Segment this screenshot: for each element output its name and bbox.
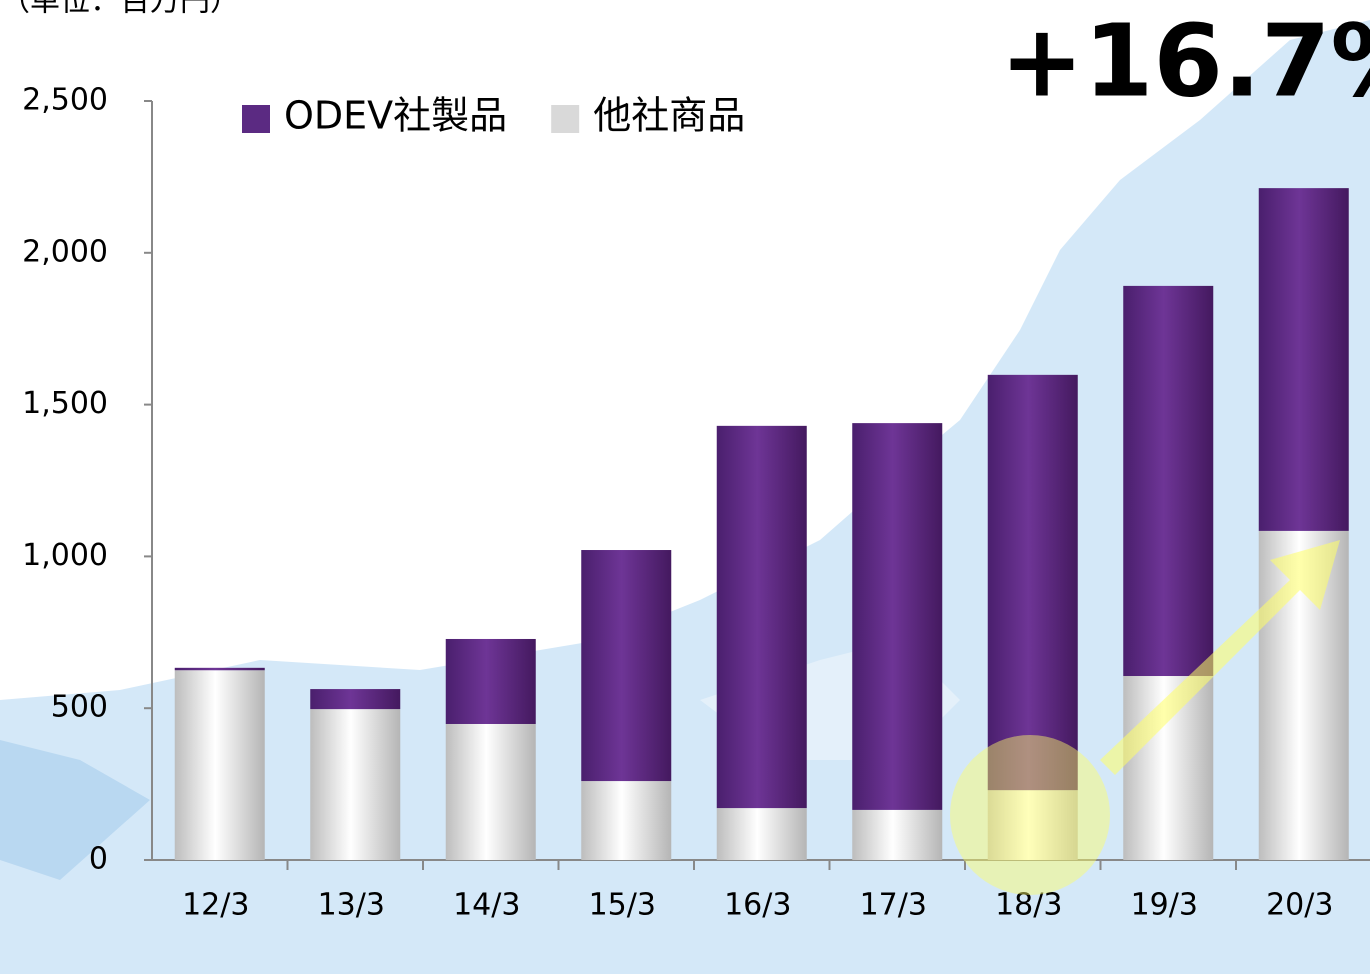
y-tick-label: 1,500 — [22, 386, 108, 421]
legend-label: ODEV社製品 — [284, 94, 507, 138]
x-tick-label: 13/3 — [318, 888, 385, 923]
bar-segment — [581, 781, 672, 860]
bar-segment — [1258, 188, 1349, 531]
bar-segment — [174, 670, 265, 860]
bar-segment — [445, 723, 536, 860]
bar-segment — [1123, 285, 1214, 677]
bar-segment — [310, 689, 401, 710]
x-tick-label: 17/3 — [860, 888, 927, 923]
x-tick-label: 16/3 — [724, 888, 791, 923]
y-tick-label: 0 — [89, 842, 108, 877]
unit-label: （単位：百万円） — [0, 0, 240, 19]
x-tick-label: 19/3 — [1131, 888, 1198, 923]
bar-segment — [716, 808, 807, 860]
x-tick-label: 18/3 — [995, 888, 1062, 923]
y-tick-label: 1,000 — [22, 538, 108, 573]
x-tick-label: 15/3 — [589, 888, 656, 923]
x-tick-label: 14/3 — [453, 888, 520, 923]
highlight-circle — [950, 735, 1110, 895]
x-tick-label: 20/3 — [1266, 888, 1333, 923]
bar-segment — [852, 809, 943, 860]
growth-arrow — [1100, 540, 1340, 775]
growth-annotation: +16.7% — [1000, 2, 1370, 119]
legend-swatch — [242, 105, 270, 133]
bar-segment — [852, 423, 943, 810]
bar-segment — [310, 709, 401, 860]
bar-segment — [987, 374, 1078, 791]
bar-segment — [445, 638, 536, 724]
y-tick-label: 500 — [51, 690, 108, 725]
bar-segment — [987, 790, 1078, 860]
bar-segment — [716, 425, 807, 809]
x-tick-label: 12/3 — [182, 888, 249, 923]
legend-swatch — [551, 105, 580, 133]
bar-segment — [174, 667, 265, 671]
y-tick-label: 2,000 — [22, 234, 108, 269]
legend-label: 他社商品 — [593, 94, 745, 138]
plot: 0 500 1,000 1,500 2,000 2,500 12/3 13/3 14/3 15/3… — [22, 83, 1349, 923]
bar-segment — [581, 550, 672, 782]
y-tick-label: 2,500 — [22, 83, 108, 118]
